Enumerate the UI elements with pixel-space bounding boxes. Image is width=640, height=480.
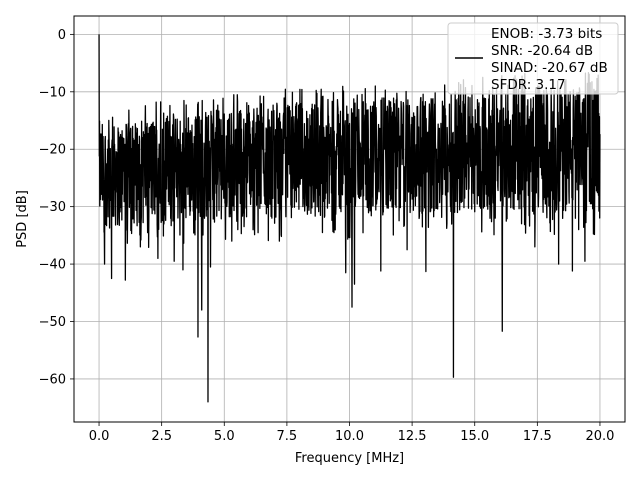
y-tick-label: −60	[39, 372, 66, 387]
y-axis-label: PSD [dB]	[15, 190, 30, 248]
y-tick-label: −30	[39, 200, 66, 215]
y-tick-label: −20	[39, 143, 66, 158]
legend: ENOB: -3.73 bits SNR: -20.64 dB SINAD: -…	[447, 22, 619, 95]
x-tick-label: 20.0	[585, 429, 614, 444]
legend-line-enob: ENOB: -3.73 bits	[491, 26, 602, 42]
x-tick-label: 10.0	[335, 429, 364, 444]
x-tick-label: 2.5	[151, 429, 172, 444]
x-tick-label: 0.0	[89, 429, 110, 444]
legend-line-sfdr: SFDR: 3.17	[491, 77, 566, 93]
y-tick-label: −10	[39, 85, 66, 100]
x-tick-label: 17.5	[523, 429, 552, 444]
x-tick-label: 12.5	[398, 429, 427, 444]
y-tick-label: −40	[39, 258, 66, 273]
y-tick-label: 0	[58, 28, 66, 43]
x-tick-label: 7.5	[277, 429, 298, 444]
x-tick-label: 5.0	[214, 429, 235, 444]
legend-frame	[447, 22, 619, 95]
psd-line	[98, 34, 601, 403]
x-axis-ticks: 0.0 2.5 5.0 7.5 10.0 12.5 15.0 17.5 20.0	[89, 422, 614, 444]
y-tick-label: −50	[39, 315, 66, 330]
psd-series	[98, 34, 601, 403]
x-axis-label: Frequency [MHz]	[295, 451, 404, 466]
x-tick-label: 15.0	[460, 429, 489, 444]
y-axis-ticks: 0 −10 −20 −30 −40 −50 −60	[39, 28, 74, 387]
legend-line-snr: SNR: -20.64 dB	[491, 43, 593, 59]
legend-line-sinad: SINAD: -20.67 dB	[491, 60, 608, 76]
